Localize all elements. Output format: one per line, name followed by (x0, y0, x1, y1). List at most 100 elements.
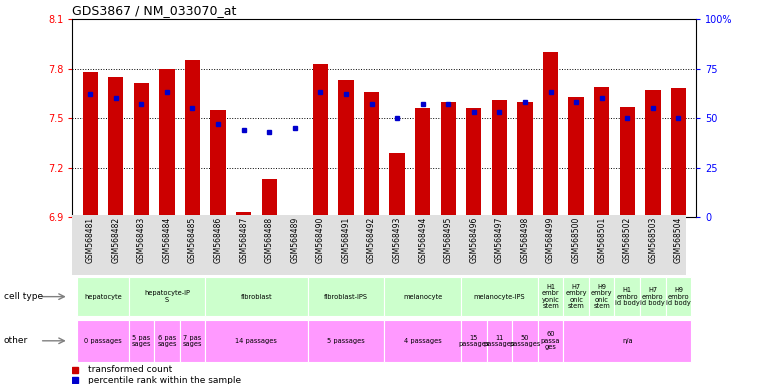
Text: GSM568493: GSM568493 (393, 217, 402, 263)
Bar (339, 80, 354, 217)
Text: 6 pas
sages: 6 pas sages (158, 334, 177, 347)
Bar (307, 277, 384, 316)
Bar (492, 100, 507, 217)
Text: GSM568490: GSM568490 (316, 217, 325, 263)
Bar (236, 212, 251, 217)
Bar (466, 108, 482, 217)
Bar (384, 277, 461, 316)
Text: melanocyte-IPS: melanocyte-IPS (473, 294, 525, 300)
Text: GSM568483: GSM568483 (137, 217, 146, 263)
Text: H1
embro
id body: H1 embro id body (615, 287, 640, 306)
Text: H1
embr
yonic
stem: H1 embr yonic stem (542, 284, 559, 310)
Bar (441, 102, 456, 217)
Text: GSM568491: GSM568491 (342, 217, 351, 263)
Bar (538, 277, 563, 316)
Text: n/a: n/a (622, 338, 632, 344)
Bar (563, 277, 589, 316)
Text: hepatocyte-iP
S: hepatocyte-iP S (144, 290, 190, 303)
Text: GSM568494: GSM568494 (418, 217, 427, 263)
Text: 7 pas
sages: 7 pas sages (183, 334, 202, 347)
Text: GSM568499: GSM568499 (546, 217, 555, 263)
Bar (461, 277, 538, 316)
Bar (543, 52, 559, 217)
Text: 11
passages: 11 passages (484, 334, 515, 347)
Bar (563, 320, 691, 362)
Text: 15
passages: 15 passages (458, 334, 489, 347)
Text: H7
embry
onic
stem: H7 embry onic stem (565, 284, 587, 310)
Bar (486, 320, 512, 362)
Bar (205, 320, 307, 362)
Text: GSM568488: GSM568488 (265, 217, 274, 263)
Bar (461, 320, 486, 362)
Bar (180, 320, 205, 362)
Bar (645, 90, 661, 217)
Text: fibroblast-IPS: fibroblast-IPS (324, 294, 368, 300)
Bar (640, 277, 666, 316)
FancyBboxPatch shape (72, 215, 686, 275)
Text: GSM568502: GSM568502 (622, 217, 632, 263)
Bar (666, 277, 691, 316)
Text: GSM568486: GSM568486 (214, 217, 222, 263)
Text: GSM568484: GSM568484 (162, 217, 171, 263)
Text: percentile rank within the sample: percentile rank within the sample (88, 376, 241, 384)
Bar (415, 108, 430, 217)
Text: other: other (4, 336, 28, 345)
Text: transformed count: transformed count (88, 365, 172, 374)
Bar (78, 277, 129, 316)
Bar (589, 277, 614, 316)
Text: 5 passages: 5 passages (327, 338, 365, 344)
Bar (538, 320, 563, 362)
Bar (134, 83, 149, 217)
Text: GSM568487: GSM568487 (239, 217, 248, 263)
Bar (205, 277, 307, 316)
Bar (78, 320, 129, 362)
Bar (185, 60, 200, 217)
Text: GDS3867 / NM_033070_at: GDS3867 / NM_033070_at (72, 3, 237, 17)
Text: 50
passages: 50 passages (509, 334, 540, 347)
Bar (287, 215, 302, 217)
Text: melanocyte: melanocyte (403, 294, 442, 300)
Bar (129, 277, 205, 316)
Text: H7
embro
id body: H7 embro id body (641, 287, 665, 306)
Bar (313, 64, 328, 217)
Text: GSM568482: GSM568482 (111, 217, 120, 263)
Text: 0 passages: 0 passages (84, 338, 122, 344)
Text: cell type: cell type (4, 292, 43, 301)
Bar (108, 77, 123, 217)
Bar (154, 320, 180, 362)
Text: GSM568497: GSM568497 (495, 217, 504, 263)
Text: GSM568498: GSM568498 (521, 217, 530, 263)
Text: GSM568496: GSM568496 (470, 217, 479, 263)
Text: hepatocyte: hepatocyte (84, 294, 122, 300)
Text: GSM568489: GSM568489 (290, 217, 299, 263)
Text: GSM568485: GSM568485 (188, 217, 197, 263)
Bar (619, 106, 635, 217)
Text: GSM568504: GSM568504 (674, 217, 683, 263)
Bar (384, 320, 461, 362)
Bar (670, 88, 686, 217)
Bar (159, 69, 174, 217)
Text: GSM568500: GSM568500 (572, 217, 581, 263)
Bar (210, 110, 226, 217)
Text: GSM568501: GSM568501 (597, 217, 607, 263)
Bar (390, 153, 405, 217)
Text: GSM568495: GSM568495 (444, 217, 453, 263)
Bar (129, 320, 154, 362)
Bar (614, 277, 640, 316)
Bar (364, 92, 379, 217)
Bar (568, 97, 584, 217)
Text: GSM568492: GSM568492 (367, 217, 376, 263)
Text: GSM568503: GSM568503 (648, 217, 658, 263)
Bar (512, 320, 538, 362)
Text: H9
embry
onic
stem: H9 embry onic stem (591, 284, 613, 310)
Text: fibroblast: fibroblast (240, 294, 272, 300)
Text: 14 passages: 14 passages (235, 338, 277, 344)
Text: H9
embro
id body: H9 embro id body (666, 287, 691, 306)
Bar (82, 72, 98, 217)
Text: GSM568481: GSM568481 (86, 217, 94, 263)
Text: 5 pas
sages: 5 pas sages (132, 334, 151, 347)
Bar (517, 102, 533, 217)
Text: 4 passages: 4 passages (404, 338, 441, 344)
Bar (262, 179, 277, 217)
Bar (307, 320, 384, 362)
